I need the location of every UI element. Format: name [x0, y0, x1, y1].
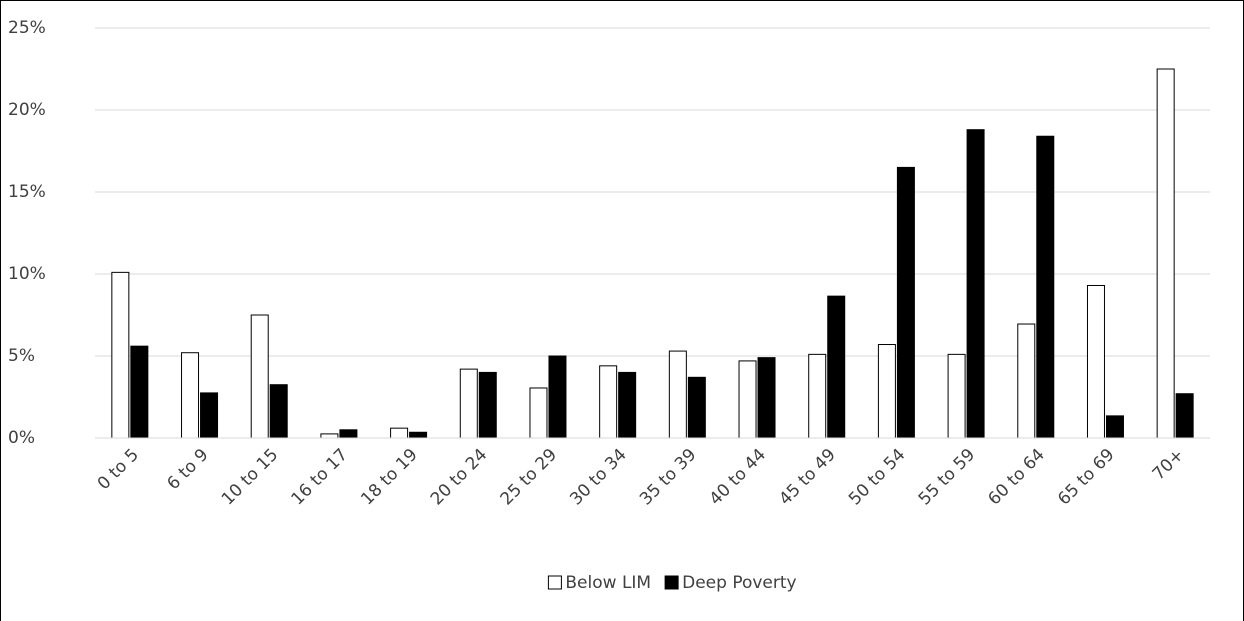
x-tick-label: 45 to 49 [775, 445, 839, 509]
bar [966, 129, 985, 439]
bar [320, 433, 339, 439]
y-tick-label: 0% [8, 428, 35, 448]
bar [130, 345, 149, 439]
x-tick-label: 20 to 24 [427, 445, 491, 509]
bar [111, 271, 130, 439]
x-tick-label: 60 to 64 [984, 445, 1048, 509]
bar [877, 344, 896, 439]
bar [599, 365, 618, 439]
x-tick-label: 6 to 9 [163, 445, 212, 494]
x-tick-label: 35 to 39 [636, 445, 700, 509]
bar [808, 353, 827, 439]
legend-label: Deep Poverty [682, 573, 796, 593]
bar [1105, 415, 1124, 439]
bar [181, 352, 200, 439]
bar [738, 360, 757, 439]
legend-swatch [547, 575, 562, 590]
bar [896, 166, 915, 439]
bar [618, 371, 637, 439]
bar [339, 429, 358, 439]
y-tick-label: 25% [8, 18, 46, 38]
bar [529, 387, 548, 439]
legend-swatch [664, 575, 679, 590]
bar [827, 295, 846, 439]
bar [668, 350, 687, 439]
bar [1036, 135, 1055, 439]
y-tick-label: 10% [8, 264, 46, 284]
bar [687, 376, 706, 439]
bar [459, 368, 478, 439]
bar [478, 371, 497, 439]
bar [409, 431, 428, 439]
x-tick-label: 55 to 59 [915, 445, 979, 509]
x-tick-label: 10 to 15 [218, 445, 282, 509]
bar [1156, 68, 1175, 439]
x-tick-label: 65 to 69 [1054, 445, 1118, 509]
y-tick-label: 5% [8, 346, 35, 366]
x-tick-label: 16 to 17 [288, 445, 352, 509]
bar [1017, 323, 1036, 439]
x-tick-label: 40 to 44 [706, 445, 770, 509]
bar [200, 392, 219, 439]
bar [548, 355, 567, 439]
y-tick-label: 15% [8, 182, 46, 202]
x-tick-label: 70+ [1149, 445, 1189, 485]
x-tick-label: 18 to 19 [357, 445, 421, 509]
bar [757, 357, 776, 439]
legend-label: Below LIM [565, 573, 651, 593]
y-tick-label: 20% [8, 100, 46, 120]
legend: Below LIM Deep Poverty [547, 573, 797, 593]
x-tick-label: 0 to 5 [94, 445, 143, 494]
x-tick-label: 50 to 54 [845, 445, 909, 509]
bar [1175, 393, 1194, 439]
bar [390, 427, 409, 439]
x-tick-label: 25 to 29 [497, 445, 561, 509]
bar [947, 353, 966, 439]
bar [1086, 284, 1105, 439]
x-tick-label: 30 to 34 [566, 445, 630, 509]
bar [250, 314, 269, 439]
bar [269, 384, 288, 439]
